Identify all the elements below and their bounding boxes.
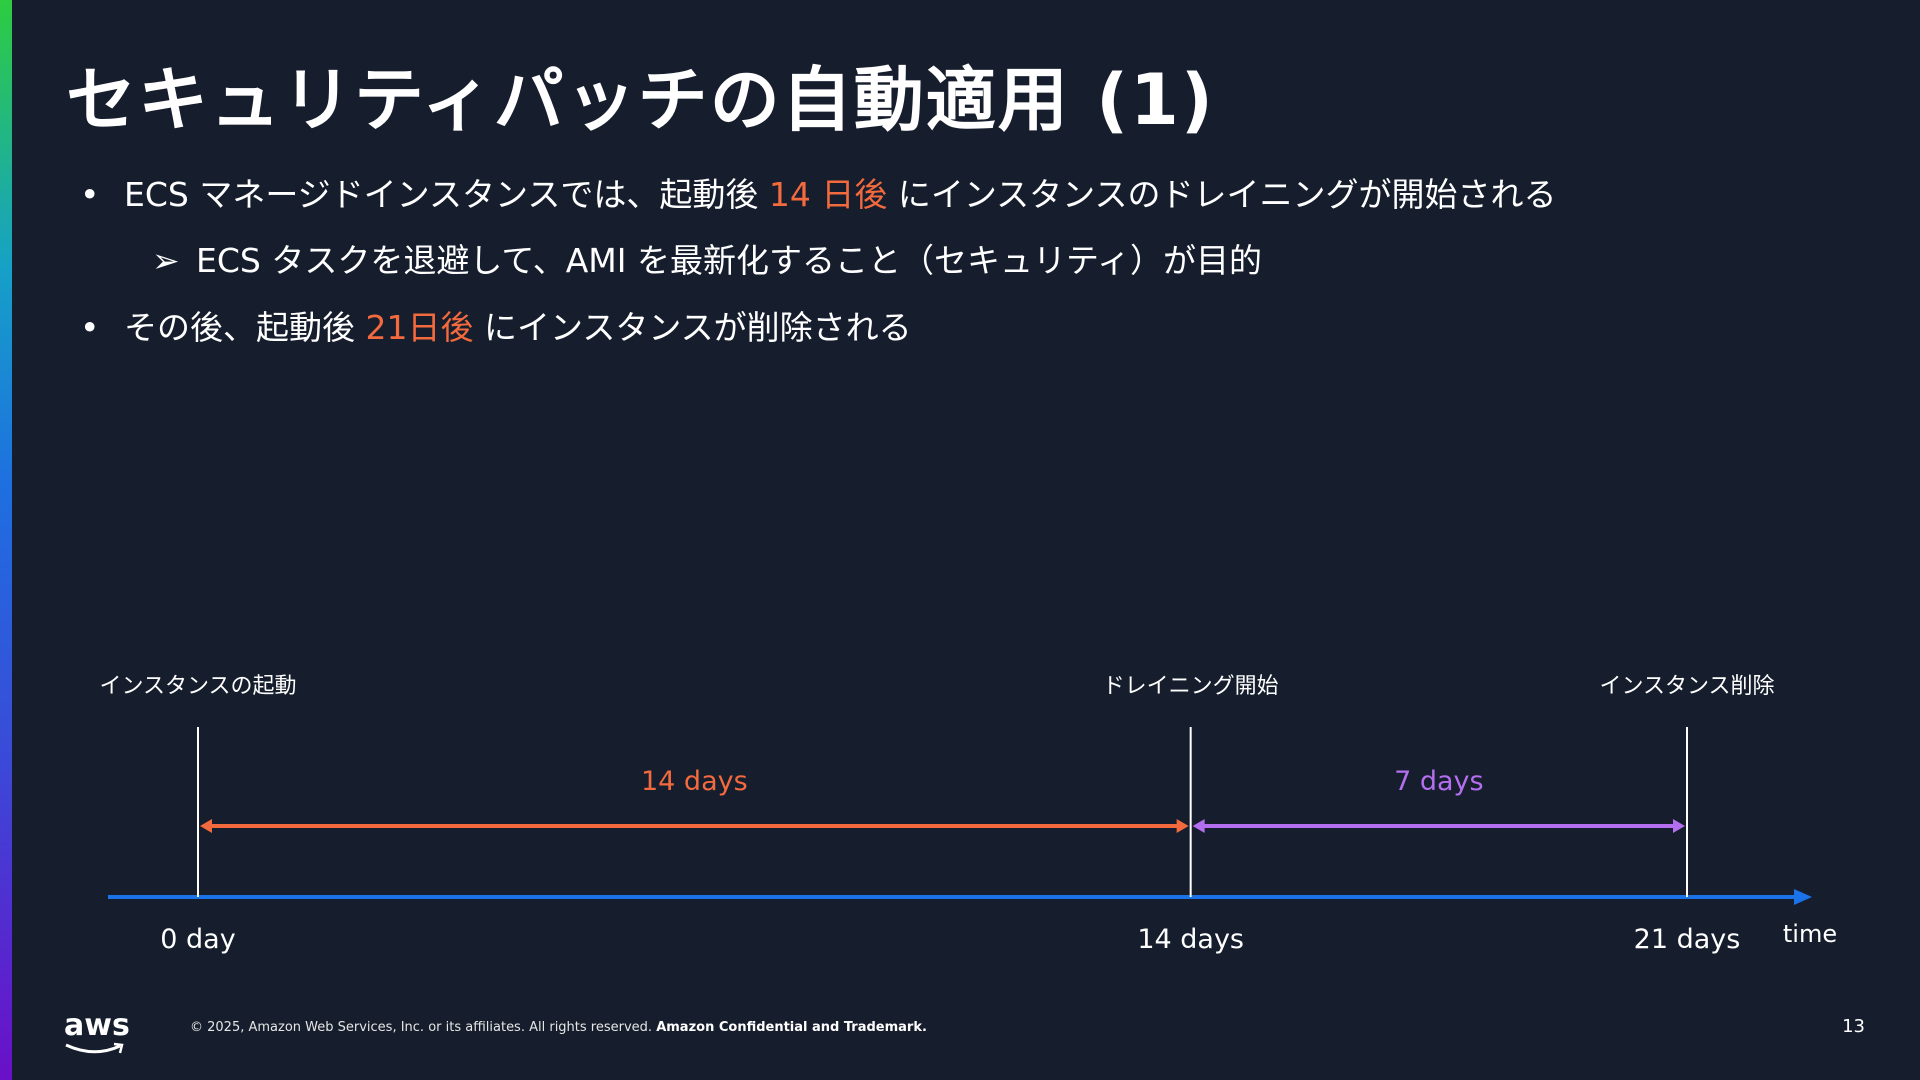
duration-label: 7 days xyxy=(1394,766,1484,797)
sub-bullet-item: ➢ ECS タスクを退避して、AMI を最新化すること（セキュリティ）が目的 xyxy=(152,234,1262,282)
bullet-item: • ECS マネージドインスタンスでは、起動後 14 日後 にインスタンスのドレイ… xyxy=(80,168,1557,216)
slide-title: セキュリティパッチの自動適用 (1) xyxy=(66,59,1215,141)
duration-label: 14 days xyxy=(640,766,748,797)
bullet-highlight: 21日後 xyxy=(365,308,474,347)
bullet-text: にインスタンスが削除される xyxy=(473,308,912,347)
event-label: インスタンス削除 xyxy=(1599,674,1775,699)
event-label: ドレイニング開始 xyxy=(1102,674,1279,699)
duration-arrowhead-left xyxy=(1192,819,1205,833)
accent-bar xyxy=(0,0,12,1080)
arrow-bullet-icon: ➢ xyxy=(152,241,180,280)
bullet-text: にインスタンスのドレイニングが開始される xyxy=(887,175,1557,214)
bullet-marker: • xyxy=(80,308,100,347)
time-axis-arrowhead xyxy=(1794,889,1812,905)
page-number: 13 xyxy=(1842,1016,1865,1037)
bullet-marker: • xyxy=(80,175,100,214)
duration-arrowhead-right xyxy=(1673,819,1685,833)
footer-copyright: © 2025, Amazon Web Services, Inc. or its… xyxy=(190,1020,927,1035)
axis-label-time: time xyxy=(1782,920,1838,948)
aws-logo: aws xyxy=(64,1008,130,1054)
day-label: 0 day xyxy=(160,924,236,955)
event-label: インスタンスの起動 xyxy=(99,674,297,699)
bullet-text: その後、起動後 xyxy=(124,308,366,347)
bullet-text: ECS タスクを退避して、AMI を最新化すること（セキュリティ）が目的 xyxy=(196,241,1262,280)
bullet-highlight: 14 日後 xyxy=(768,175,888,214)
duration-arrowhead-right xyxy=(1176,819,1189,833)
day-label: 21 days xyxy=(1633,924,1741,955)
duration-arrowhead-left xyxy=(200,819,212,833)
bullet-item: • その後、起動後 21日後 にインスタンスが削除される xyxy=(80,301,912,349)
bullet-text: ECS マネージドインスタンスでは、起動後 xyxy=(124,175,769,214)
day-label: 14 days xyxy=(1137,924,1244,955)
